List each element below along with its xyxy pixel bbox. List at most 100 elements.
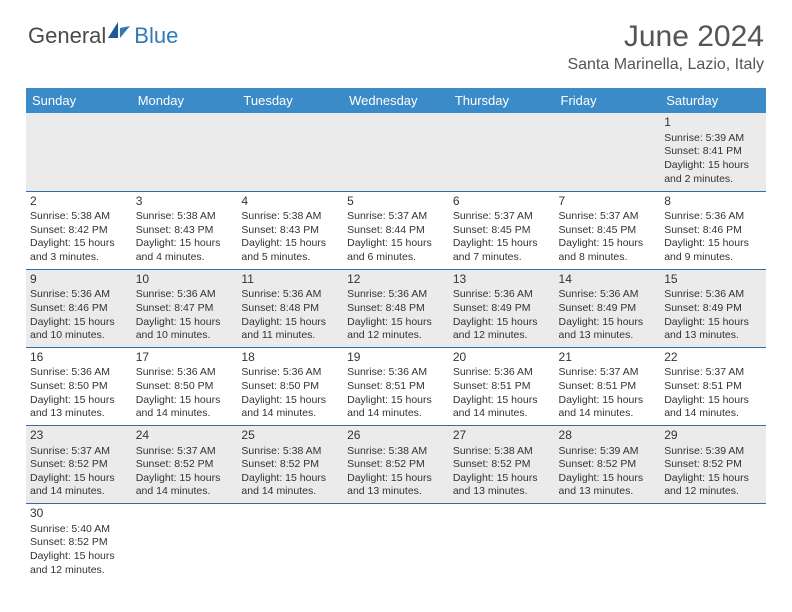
daylight-line: Daylight: 15 hours and 14 minutes.: [136, 394, 234, 421]
daylight-line: Daylight: 15 hours and 13 minutes.: [664, 316, 762, 343]
daylight-line: Daylight: 15 hours and 12 minutes.: [30, 550, 128, 577]
calendar-cell: 12Sunrise: 5:36 AMSunset: 8:48 PMDayligh…: [343, 269, 449, 347]
sunset-line: Sunset: 8:52 PM: [241, 458, 339, 472]
daylight-line: Daylight: 15 hours and 12 minutes.: [453, 316, 551, 343]
calendar-cell: 20Sunrise: 5:36 AMSunset: 8:51 PMDayligh…: [449, 347, 555, 425]
sunrise-line: Sunrise: 5:36 AM: [241, 288, 339, 302]
weekday-header: Tuesday: [237, 88, 343, 113]
calendar-table: SundayMondayTuesdayWednesdayThursdayFrid…: [26, 88, 766, 582]
sunrise-line: Sunrise: 5:39 AM: [664, 132, 762, 146]
daylight-line: Daylight: 15 hours and 13 minutes.: [30, 394, 128, 421]
daylight-line: Daylight: 15 hours and 14 minutes.: [241, 472, 339, 499]
calendar-cell: 13Sunrise: 5:36 AMSunset: 8:49 PMDayligh…: [449, 269, 555, 347]
sunrise-line: Sunrise: 5:36 AM: [30, 288, 128, 302]
sunset-line: Sunset: 8:45 PM: [559, 224, 657, 238]
day-number: 22: [664, 350, 762, 366]
day-number: 7: [559, 194, 657, 210]
sunrise-line: Sunrise: 5:36 AM: [136, 366, 234, 380]
daylight-line: Daylight: 15 hours and 5 minutes.: [241, 237, 339, 264]
calendar-header-row: SundayMondayTuesdayWednesdayThursdayFrid…: [26, 88, 766, 113]
day-number: 6: [453, 194, 551, 210]
sunrise-line: Sunrise: 5:36 AM: [453, 288, 551, 302]
day-number: 25: [241, 428, 339, 444]
day-number: 10: [136, 272, 234, 288]
sunset-line: Sunset: 8:51 PM: [559, 380, 657, 394]
sunrise-line: Sunrise: 5:37 AM: [453, 210, 551, 224]
calendar-cell: 18Sunrise: 5:36 AMSunset: 8:50 PMDayligh…: [237, 347, 343, 425]
day-number: 12: [347, 272, 445, 288]
daylight-line: Daylight: 15 hours and 14 minutes.: [136, 472, 234, 499]
daylight-line: Daylight: 15 hours and 4 minutes.: [136, 237, 234, 264]
sunrise-line: Sunrise: 5:36 AM: [241, 366, 339, 380]
sunset-line: Sunset: 8:52 PM: [30, 536, 128, 550]
daylight-line: Daylight: 15 hours and 6 minutes.: [347, 237, 445, 264]
calendar-cell: 7Sunrise: 5:37 AMSunset: 8:45 PMDaylight…: [555, 191, 661, 269]
sunrise-line: Sunrise: 5:36 AM: [453, 366, 551, 380]
sunset-line: Sunset: 8:50 PM: [30, 380, 128, 394]
sunset-line: Sunset: 8:43 PM: [136, 224, 234, 238]
calendar-cell: 27Sunrise: 5:38 AMSunset: 8:52 PMDayligh…: [449, 425, 555, 503]
day-number: 14: [559, 272, 657, 288]
calendar-cell: 14Sunrise: 5:36 AMSunset: 8:49 PMDayligh…: [555, 269, 661, 347]
sunset-line: Sunset: 8:41 PM: [664, 145, 762, 159]
sunrise-line: Sunrise: 5:38 AM: [30, 210, 128, 224]
day-number: 24: [136, 428, 234, 444]
calendar-cell: 15Sunrise: 5:36 AMSunset: 8:49 PMDayligh…: [660, 269, 766, 347]
day-number: 8: [664, 194, 762, 210]
weekday-header: Saturday: [660, 88, 766, 113]
daylight-line: Daylight: 15 hours and 10 minutes.: [136, 316, 234, 343]
sunrise-line: Sunrise: 5:40 AM: [30, 523, 128, 537]
logo-text-general: General: [28, 23, 106, 49]
sunset-line: Sunset: 8:52 PM: [664, 458, 762, 472]
sunrise-line: Sunrise: 5:39 AM: [664, 445, 762, 459]
day-number: 2: [30, 194, 128, 210]
calendar-cell: 29Sunrise: 5:39 AMSunset: 8:52 PMDayligh…: [660, 425, 766, 503]
calendar-cell: 10Sunrise: 5:36 AMSunset: 8:47 PMDayligh…: [132, 269, 238, 347]
sunrise-line: Sunrise: 5:36 AM: [347, 288, 445, 302]
sunrise-line: Sunrise: 5:37 AM: [30, 445, 128, 459]
sunset-line: Sunset: 8:52 PM: [559, 458, 657, 472]
calendar-cell: [449, 504, 555, 582]
calendar-cell: 4Sunrise: 5:38 AMSunset: 8:43 PMDaylight…: [237, 191, 343, 269]
title-block: June 2024 Santa Marinella, Lazio, Italy: [567, 20, 764, 74]
calendar-cell: 21Sunrise: 5:37 AMSunset: 8:51 PMDayligh…: [555, 347, 661, 425]
sunrise-line: Sunrise: 5:36 AM: [664, 288, 762, 302]
day-number: 5: [347, 194, 445, 210]
sunset-line: Sunset: 8:46 PM: [664, 224, 762, 238]
location: Santa Marinella, Lazio, Italy: [567, 56, 764, 74]
sunrise-line: Sunrise: 5:36 AM: [136, 288, 234, 302]
month-title: June 2024: [567, 20, 764, 54]
calendar-cell: 1Sunrise: 5:39 AMSunset: 8:41 PMDaylight…: [660, 113, 766, 191]
day-number: 17: [136, 350, 234, 366]
calendar-cell: [343, 504, 449, 582]
calendar-cell: [660, 504, 766, 582]
sunrise-line: Sunrise: 5:36 AM: [347, 366, 445, 380]
sunset-line: Sunset: 8:52 PM: [453, 458, 551, 472]
calendar-cell: [449, 113, 555, 191]
day-number: 19: [347, 350, 445, 366]
calendar-cell: 8Sunrise: 5:36 AMSunset: 8:46 PMDaylight…: [660, 191, 766, 269]
sunrise-line: Sunrise: 5:37 AM: [347, 210, 445, 224]
calendar-cell: [26, 113, 132, 191]
sunset-line: Sunset: 8:48 PM: [241, 302, 339, 316]
sunrise-line: Sunrise: 5:38 AM: [453, 445, 551, 459]
calendar-cell: [237, 113, 343, 191]
sunset-line: Sunset: 8:51 PM: [453, 380, 551, 394]
sunset-line: Sunset: 8:47 PM: [136, 302, 234, 316]
sunset-line: Sunset: 8:48 PM: [347, 302, 445, 316]
daylight-line: Daylight: 15 hours and 14 minutes.: [347, 394, 445, 421]
logo-text-blue: Blue: [134, 23, 178, 49]
sunrise-line: Sunrise: 5:38 AM: [136, 210, 234, 224]
calendar-cell: [555, 504, 661, 582]
daylight-line: Daylight: 15 hours and 14 minutes.: [664, 394, 762, 421]
daylight-line: Daylight: 15 hours and 7 minutes.: [453, 237, 551, 264]
sunrise-line: Sunrise: 5:38 AM: [241, 210, 339, 224]
day-number: 1: [664, 115, 762, 131]
calendar-cell: [555, 113, 661, 191]
calendar-cell: 24Sunrise: 5:37 AMSunset: 8:52 PMDayligh…: [132, 425, 238, 503]
sunset-line: Sunset: 8:42 PM: [30, 224, 128, 238]
sunrise-line: Sunrise: 5:36 AM: [559, 288, 657, 302]
day-number: 15: [664, 272, 762, 288]
sunrise-line: Sunrise: 5:36 AM: [664, 210, 762, 224]
sunset-line: Sunset: 8:43 PM: [241, 224, 339, 238]
